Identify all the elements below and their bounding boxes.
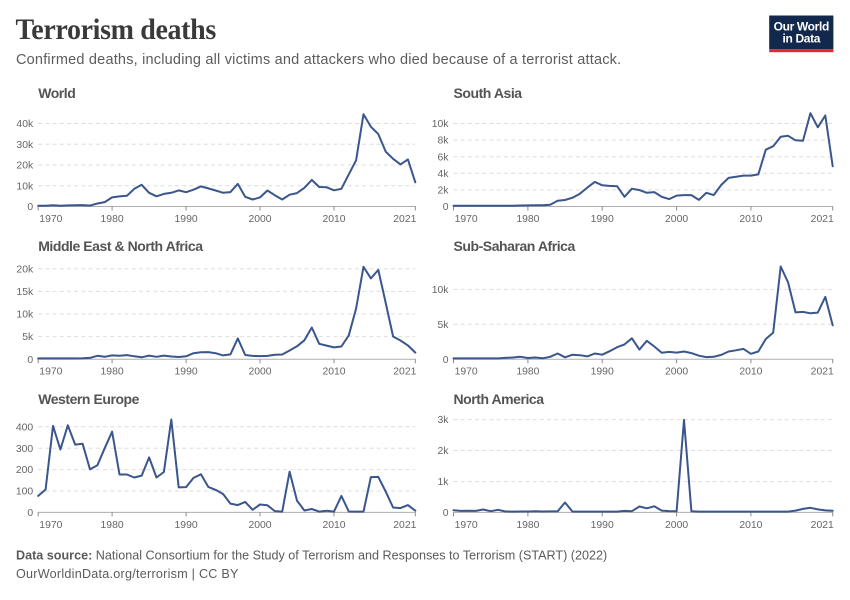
svg-text:Our World: Our World bbox=[774, 20, 829, 34]
svg-text:1980: 1980 bbox=[516, 214, 539, 225]
svg-text:0: 0 bbox=[27, 202, 33, 213]
svg-text:2010: 2010 bbox=[739, 214, 762, 225]
svg-text:2000: 2000 bbox=[248, 367, 271, 378]
svg-text:2000: 2000 bbox=[665, 367, 688, 378]
svg-text:2000: 2000 bbox=[248, 520, 271, 531]
svg-text:0: 0 bbox=[443, 355, 449, 366]
svg-text:0: 0 bbox=[27, 355, 33, 366]
svg-text:1970: 1970 bbox=[455, 520, 478, 531]
svg-text:Western Europe: Western Europe bbox=[38, 391, 139, 407]
svg-text:Middle East & North Africa: Middle East & North Africa bbox=[38, 238, 203, 254]
svg-text:1980: 1980 bbox=[101, 214, 124, 225]
svg-text:20k: 20k bbox=[16, 264, 34, 275]
svg-text:1k: 1k bbox=[438, 477, 450, 488]
svg-text:1970: 1970 bbox=[455, 214, 478, 225]
svg-text:2021: 2021 bbox=[393, 367, 416, 378]
svg-text:100: 100 bbox=[16, 487, 34, 498]
svg-text:Sub-Saharan Africa: Sub-Saharan Africa bbox=[454, 238, 576, 254]
svg-text:15k: 15k bbox=[16, 287, 34, 298]
svg-text:6k: 6k bbox=[438, 152, 450, 163]
svg-text:1980: 1980 bbox=[101, 520, 124, 531]
svg-text:2010: 2010 bbox=[322, 214, 345, 225]
svg-text:2010: 2010 bbox=[322, 367, 345, 378]
svg-text:1980: 1980 bbox=[516, 520, 539, 531]
svg-text:0: 0 bbox=[443, 508, 449, 519]
svg-text:2021: 2021 bbox=[811, 367, 834, 378]
svg-text:1980: 1980 bbox=[101, 367, 124, 378]
svg-text:2021: 2021 bbox=[393, 520, 416, 531]
svg-text:2k: 2k bbox=[438, 186, 450, 197]
svg-text:2000: 2000 bbox=[248, 214, 271, 225]
svg-text:2010: 2010 bbox=[739, 367, 762, 378]
svg-text:2021: 2021 bbox=[811, 520, 834, 531]
svg-text:8k: 8k bbox=[438, 136, 450, 147]
svg-text:10k: 10k bbox=[16, 181, 34, 192]
svg-text:10k: 10k bbox=[16, 310, 34, 321]
svg-text:200: 200 bbox=[16, 465, 34, 476]
svg-text:2k: 2k bbox=[438, 446, 450, 457]
svg-text:1970: 1970 bbox=[39, 520, 62, 531]
svg-text:3k: 3k bbox=[438, 415, 450, 426]
svg-text:1990: 1990 bbox=[175, 520, 198, 531]
svg-text:in Data: in Data bbox=[783, 32, 821, 46]
svg-text:20k: 20k bbox=[16, 161, 34, 172]
svg-text:1990: 1990 bbox=[591, 214, 614, 225]
svg-text:1970: 1970 bbox=[39, 367, 62, 378]
svg-text:2010: 2010 bbox=[322, 520, 345, 531]
svg-text:2010: 2010 bbox=[739, 520, 762, 531]
svg-text:1970: 1970 bbox=[39, 214, 62, 225]
svg-text:2000: 2000 bbox=[665, 520, 688, 531]
svg-text:Data source: National Consorti: Data source: National Consortium for the… bbox=[16, 548, 607, 562]
svg-text:0: 0 bbox=[27, 508, 33, 519]
svg-text:2021: 2021 bbox=[811, 214, 834, 225]
svg-text:2021: 2021 bbox=[393, 214, 416, 225]
svg-text:1990: 1990 bbox=[175, 214, 198, 225]
svg-text:5k: 5k bbox=[438, 320, 450, 331]
svg-text:1970: 1970 bbox=[455, 367, 478, 378]
svg-text:1990: 1990 bbox=[591, 520, 614, 531]
svg-text:1980: 1980 bbox=[516, 367, 539, 378]
svg-text:1990: 1990 bbox=[591, 367, 614, 378]
svg-text:OurWorldinData.org/terrorism |: OurWorldinData.org/terrorism | CC BY bbox=[16, 567, 239, 581]
svg-text:1990: 1990 bbox=[175, 367, 198, 378]
svg-text:World: World bbox=[38, 85, 75, 101]
svg-text:2000: 2000 bbox=[665, 214, 688, 225]
svg-text:300: 300 bbox=[16, 444, 34, 455]
svg-text:5k: 5k bbox=[22, 332, 34, 343]
svg-text:Confirmed deaths, including al: Confirmed deaths, including all victims … bbox=[16, 52, 621, 68]
svg-text:10k: 10k bbox=[432, 285, 450, 296]
svg-text:400: 400 bbox=[16, 422, 34, 433]
svg-text:4k: 4k bbox=[438, 169, 450, 180]
svg-text:10k: 10k bbox=[432, 119, 450, 130]
svg-text:Terrorism deaths: Terrorism deaths bbox=[16, 14, 217, 46]
svg-text:North America: North America bbox=[454, 391, 545, 407]
svg-text:South Asia: South Asia bbox=[454, 85, 523, 101]
svg-text:0: 0 bbox=[443, 202, 449, 213]
svg-text:30k: 30k bbox=[16, 140, 34, 151]
svg-text:40k: 40k bbox=[16, 119, 34, 130]
